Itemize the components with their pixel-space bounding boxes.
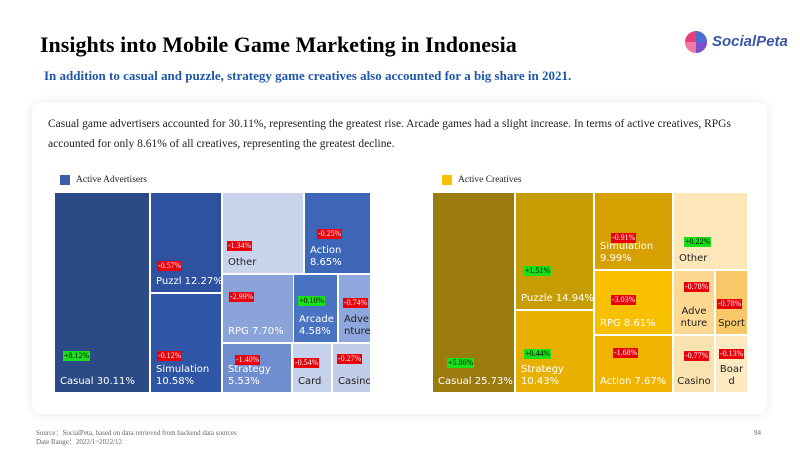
cre-tile-label-casino: Casino xyxy=(677,376,711,387)
adv-tile-label-casual: Casual 30.11% xyxy=(60,376,135,387)
cre-tile-label-sport: Sport xyxy=(718,318,745,329)
source-note: Source：SocialPeta, based on data retriev… xyxy=(36,429,237,447)
adv-change-badge-puzzl: -0.57% xyxy=(157,261,183,271)
cre-tile-label-other: Other xyxy=(679,253,708,264)
treemap-active-advertisers: Casual 30.11% +8.12% Puzzl 12.27% -0.57% Sim… xyxy=(54,192,371,393)
adv-change-badge-casino: -0.27% xyxy=(337,354,363,364)
treemap-active-creatives: Casual 25.73% +5.86% Puzzle 14.94% +1.51% St… xyxy=(432,192,748,393)
cre-tile-sport: Sport -0.78% xyxy=(715,270,748,335)
adv-tile-casual: Casual 30.11% +8.12% xyxy=(54,192,150,393)
adv-tile-label-card: Card xyxy=(298,376,322,387)
cre-tile-label-simulation: Simulation 9.99% xyxy=(600,241,654,264)
cre-tile-label-rpg: RPG 8.61% xyxy=(600,318,656,329)
cre-change-badge-casual: +5.86% xyxy=(447,358,475,368)
date-range-text: Date Range：2022/1~2022/12 xyxy=(36,438,123,446)
adv-tile-label-other: Other xyxy=(228,257,257,268)
adv-change-badge-action: -0.25% xyxy=(317,229,343,239)
adv-tile-label-rpg: RPG 7.70% xyxy=(228,326,284,337)
cre-change-badge-simulation: -0.91% xyxy=(611,233,637,243)
cre-tile-casual: Casual 25.73% +5.86% xyxy=(432,192,515,393)
adv-tile-label-action: Action 8.65% xyxy=(310,245,342,268)
legend-swatch-advertisers xyxy=(60,175,70,185)
adv-tile-other: Other -1.34% xyxy=(222,192,304,274)
adv-tile-label-arcade: Arcade 4.58% xyxy=(299,314,334,337)
adv-change-badge-strategy: -1.40% xyxy=(235,355,261,365)
cre-change-badge-board: -0.13% xyxy=(719,349,745,359)
adv-tile-card: Card -0.54% xyxy=(292,343,332,393)
cre-change-badge-casino: -0.77% xyxy=(684,351,710,361)
adv-tile-label-puzzl: Puzzl 12.27% xyxy=(156,276,222,287)
adv-change-badge-other: -1.34% xyxy=(227,241,253,251)
adv-tile-label-strategy: Strategy 5.53% xyxy=(228,364,271,387)
legend-swatch-creatives xyxy=(442,175,452,185)
adv-tile-puzzl: Puzzl 12.27% -0.57% xyxy=(150,192,222,293)
logo-text: SocialPeta xyxy=(712,33,788,50)
adv-tile-label-casino: Casino xyxy=(338,376,371,387)
cre-tile-label-board: Boar d xyxy=(719,364,744,387)
cre-tile-board: Boar d -0.13% xyxy=(715,335,748,393)
cre-change-badge-rpg: -3.03% xyxy=(611,295,637,305)
cre-change-badge-action: -1.68% xyxy=(613,348,639,358)
adv-tile-rpg: RPG 7.70% -2.99% xyxy=(222,274,304,343)
cre-change-badge-other: +0.22% xyxy=(684,237,712,247)
cre-tile-adventure: Adve nture -0.78% xyxy=(673,270,715,335)
adv-tile-arcade: Arcade 4.58% +0.10% xyxy=(293,274,338,343)
cre-tile-action: Action 7.67% -1.68% xyxy=(594,335,673,393)
adv-tile-strategy: Strategy 5.53% -1.40% xyxy=(222,343,292,393)
page-subtitle: In addition to casual and puzzle, strate… xyxy=(44,68,572,83)
source-text: Source：SocialPeta, based on data retriev… xyxy=(36,429,237,437)
legend-active-advertisers: Active Advertisers xyxy=(60,175,147,185)
cre-tile-label-adventure: Adve nture xyxy=(680,306,708,329)
adv-tile-label-adventure: Adve nture xyxy=(344,314,371,337)
cre-tile-strategy: Strategy 10.43% +0.44% xyxy=(515,310,594,393)
adv-change-badge-adventure: -0.74% xyxy=(343,298,369,308)
cre-tile-rpg: RPG 8.61% -3.03% xyxy=(594,270,673,335)
adv-tile-simulation: Simulation 10.58% -0.12% xyxy=(150,293,222,393)
adv-change-badge-casual: +8.12% xyxy=(63,351,91,361)
cre-tile-label-action: Action 7.67% xyxy=(600,376,667,387)
legend-label-creatives: Active Creatives xyxy=(458,175,522,185)
adv-tile-casino: Casino -0.27% xyxy=(332,343,371,393)
legend-active-creatives: Active Creatives xyxy=(442,175,522,185)
page-number: 94 xyxy=(754,429,761,437)
page-title: Insights into Mobile Game Marketing in I… xyxy=(40,32,517,57)
adv-change-badge-rpg: -2.99% xyxy=(229,292,255,302)
cre-tile-label-puzzle: Puzzle 14.94% xyxy=(521,293,594,304)
adv-tile-adventure: Adve nture -0.74% xyxy=(338,274,371,343)
adv-tile-action: Action 8.65% -0.25% xyxy=(304,192,371,274)
cre-change-badge-puzzle: +1.51% xyxy=(524,266,552,276)
socialpeta-logo-icon xyxy=(685,31,707,53)
cre-tile-casino: Casino -0.77% xyxy=(673,335,715,393)
cre-tile-other: Other +0.22% xyxy=(673,192,748,270)
legend-label-advertisers: Active Advertisers xyxy=(76,175,147,185)
adv-change-badge-card: -0.54% xyxy=(294,358,320,368)
cre-tile-label-strategy: Strategy 10.43% xyxy=(521,364,564,387)
description-text: Casual game advertisers accounted for 30… xyxy=(48,118,731,150)
adv-change-badge-arcade: +0.10% xyxy=(298,296,326,306)
cre-tile-puzzle: Puzzle 14.94% +1.51% xyxy=(515,192,594,310)
cre-tile-simulation: Simulation 9.99% -0.91% xyxy=(594,192,673,270)
cre-change-badge-adventure: -0.78% xyxy=(684,282,710,292)
adv-change-badge-simulation: -0.12% xyxy=(157,351,183,361)
cre-change-badge-sport: -0.78% xyxy=(717,299,743,309)
cre-change-badge-strategy: +0.44% xyxy=(524,349,552,359)
adv-tile-label-simulation: Simulation 10.58% xyxy=(156,364,210,387)
cre-tile-label-casual: Casual 25.73% xyxy=(438,376,513,387)
